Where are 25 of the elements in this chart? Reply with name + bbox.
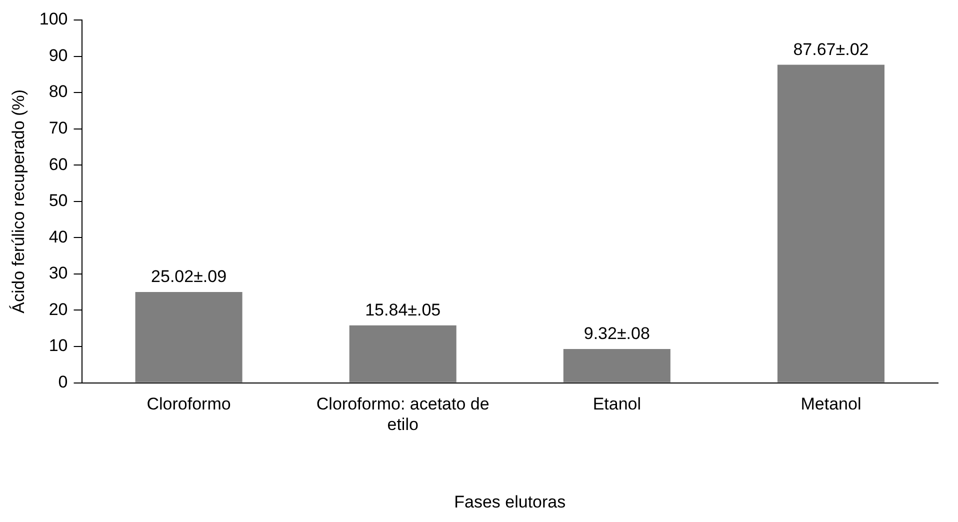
y-tick-label: 80 [48, 82, 68, 102]
y-tick-label: 90 [48, 46, 68, 65]
x-tick-label: Cloroformo: acetato de etilo [316, 394, 490, 434]
data-label: 87.67±.02 [793, 40, 869, 59]
data-label: 25.02±.09 [151, 267, 227, 286]
bar [777, 64, 884, 382]
data-label: 15.84±.05 [365, 300, 441, 320]
y-tick-label: 40 [48, 227, 68, 246]
y-tick-label: 50 [48, 191, 68, 210]
bar [135, 292, 242, 382]
x-tick-label: Cloroformo [146, 394, 231, 414]
x-axis-title: Fases elutoras [454, 492, 566, 512]
data-label: 9.32±.08 [584, 324, 650, 344]
y-tick-label: 60 [48, 154, 68, 174]
y-tick-label: 100 [39, 10, 68, 29]
x-tick-label: Metanol [800, 394, 862, 414]
y-tick-label: 30 [48, 264, 68, 283]
y-axis-title: Ácido ferúlico recuperado (%) [8, 89, 28, 314]
y-tick-label: 0 [58, 372, 68, 392]
bar [349, 325, 456, 382]
y-tick-label: 70 [48, 118, 68, 138]
bar [563, 348, 670, 382]
y-tick-label: 20 [48, 300, 68, 319]
x-tick-label: Etanol [592, 394, 642, 414]
y-tick-label: 10 [48, 336, 68, 356]
